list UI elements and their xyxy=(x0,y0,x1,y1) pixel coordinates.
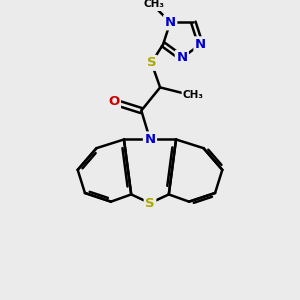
Text: CH₃: CH₃ xyxy=(183,90,204,100)
Text: N: N xyxy=(165,16,176,29)
Text: O: O xyxy=(108,95,119,108)
Text: S: S xyxy=(145,196,155,210)
Text: S: S xyxy=(147,56,156,69)
Text: CH₃: CH₃ xyxy=(144,0,165,8)
Text: N: N xyxy=(195,38,206,51)
Text: N: N xyxy=(176,51,188,64)
Text: N: N xyxy=(144,133,156,146)
